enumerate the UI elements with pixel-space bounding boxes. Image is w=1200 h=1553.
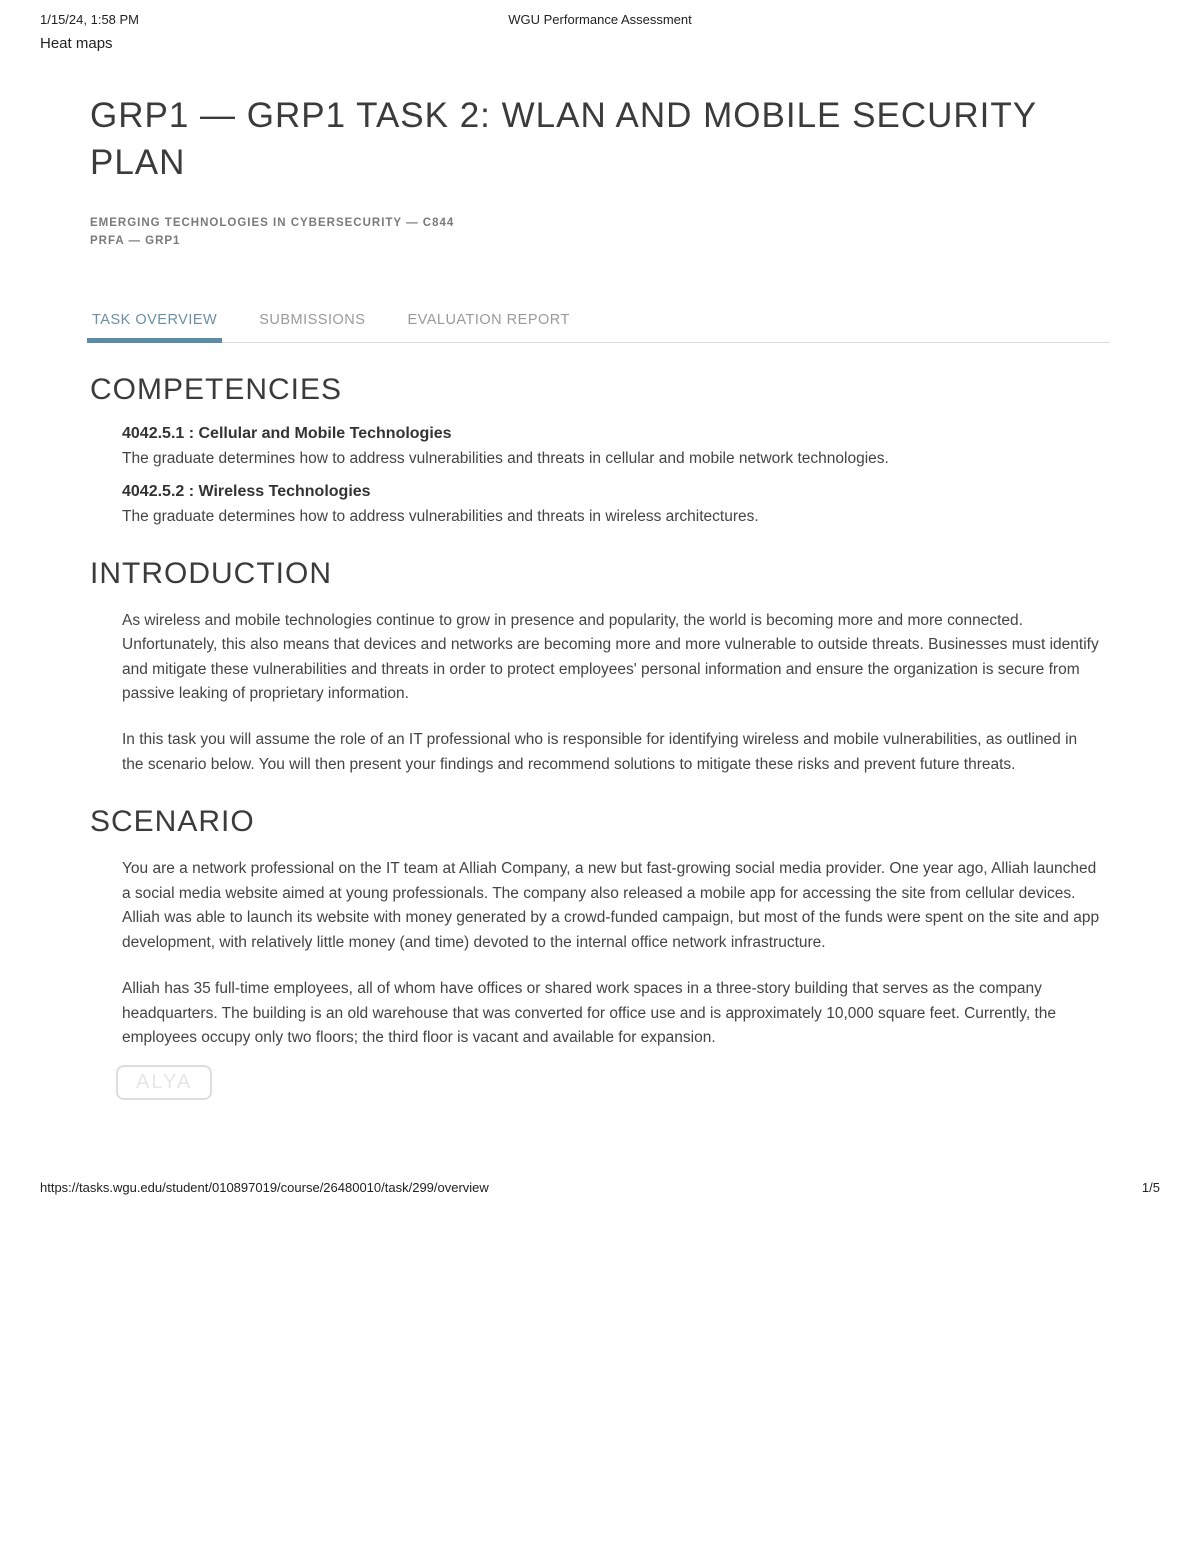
print-title: WGU Performance Assessment (508, 12, 692, 27)
competency-title: 4042.5.2 : Wireless Technologies (122, 483, 1100, 501)
tab-evaluation-report[interactable]: EVALUATION REPORT (405, 302, 571, 342)
footer-url: https://tasks.wgu.edu/student/010897019/… (40, 1180, 489, 1195)
scenario-block: You are a network professional on the IT… (90, 857, 1110, 1099)
footer-page: 1/5 (1142, 1180, 1160, 1195)
tab-task-overview[interactable]: TASK OVERVIEW (90, 302, 219, 342)
scenario-heading: SCENARIO (90, 805, 1110, 839)
main-content: GRP1 — GRP1 TASK 2: WLAN AND MOBILE SECU… (0, 62, 1200, 1120)
tabs: TASK OVERVIEW SUBMISSIONS EVALUATION REP… (90, 302, 1110, 343)
heatmaps-label: Heat maps (0, 31, 1200, 62)
page-title: GRP1 — GRP1 TASK 2: WLAN AND MOBILE SECU… (90, 92, 1110, 187)
competencies-block: 4042.5.1 : Cellular and Mobile Technolog… (90, 425, 1110, 529)
print-header: 1/15/24, 1:58 PM WGU Performance Assessm… (0, 0, 1200, 31)
course-meta: EMERGING TECHNOLOGIES IN CYBERSECURITY —… (90, 217, 1110, 229)
print-footer: https://tasks.wgu.edu/student/010897019/… (0, 1120, 1200, 1209)
prfa-meta: PRFA — GRP1 (90, 235, 1110, 247)
scenario-paragraph: You are a network professional on the IT… (122, 857, 1100, 955)
scenario-paragraph: Alliah has 35 full-time employees, all o… (122, 977, 1100, 1050)
tab-submissions[interactable]: SUBMISSIONS (257, 302, 367, 342)
competency-text: The graduate determines how to address v… (122, 505, 1100, 529)
competencies-heading: COMPETENCIES (90, 373, 1110, 407)
competency-text: The graduate determines how to address v… (122, 447, 1100, 471)
watermark: ALYA (116, 1065, 212, 1100)
introduction-block: As wireless and mobile technologies cont… (90, 609, 1110, 778)
intro-paragraph: As wireless and mobile technologies cont… (122, 609, 1100, 707)
introduction-heading: INTRODUCTION (90, 557, 1110, 591)
intro-paragraph: In this task you will assume the role of… (122, 728, 1100, 777)
print-datetime: 1/15/24, 1:58 PM (40, 12, 139, 27)
competency-title: 4042.5.1 : Cellular and Mobile Technolog… (122, 425, 1100, 443)
